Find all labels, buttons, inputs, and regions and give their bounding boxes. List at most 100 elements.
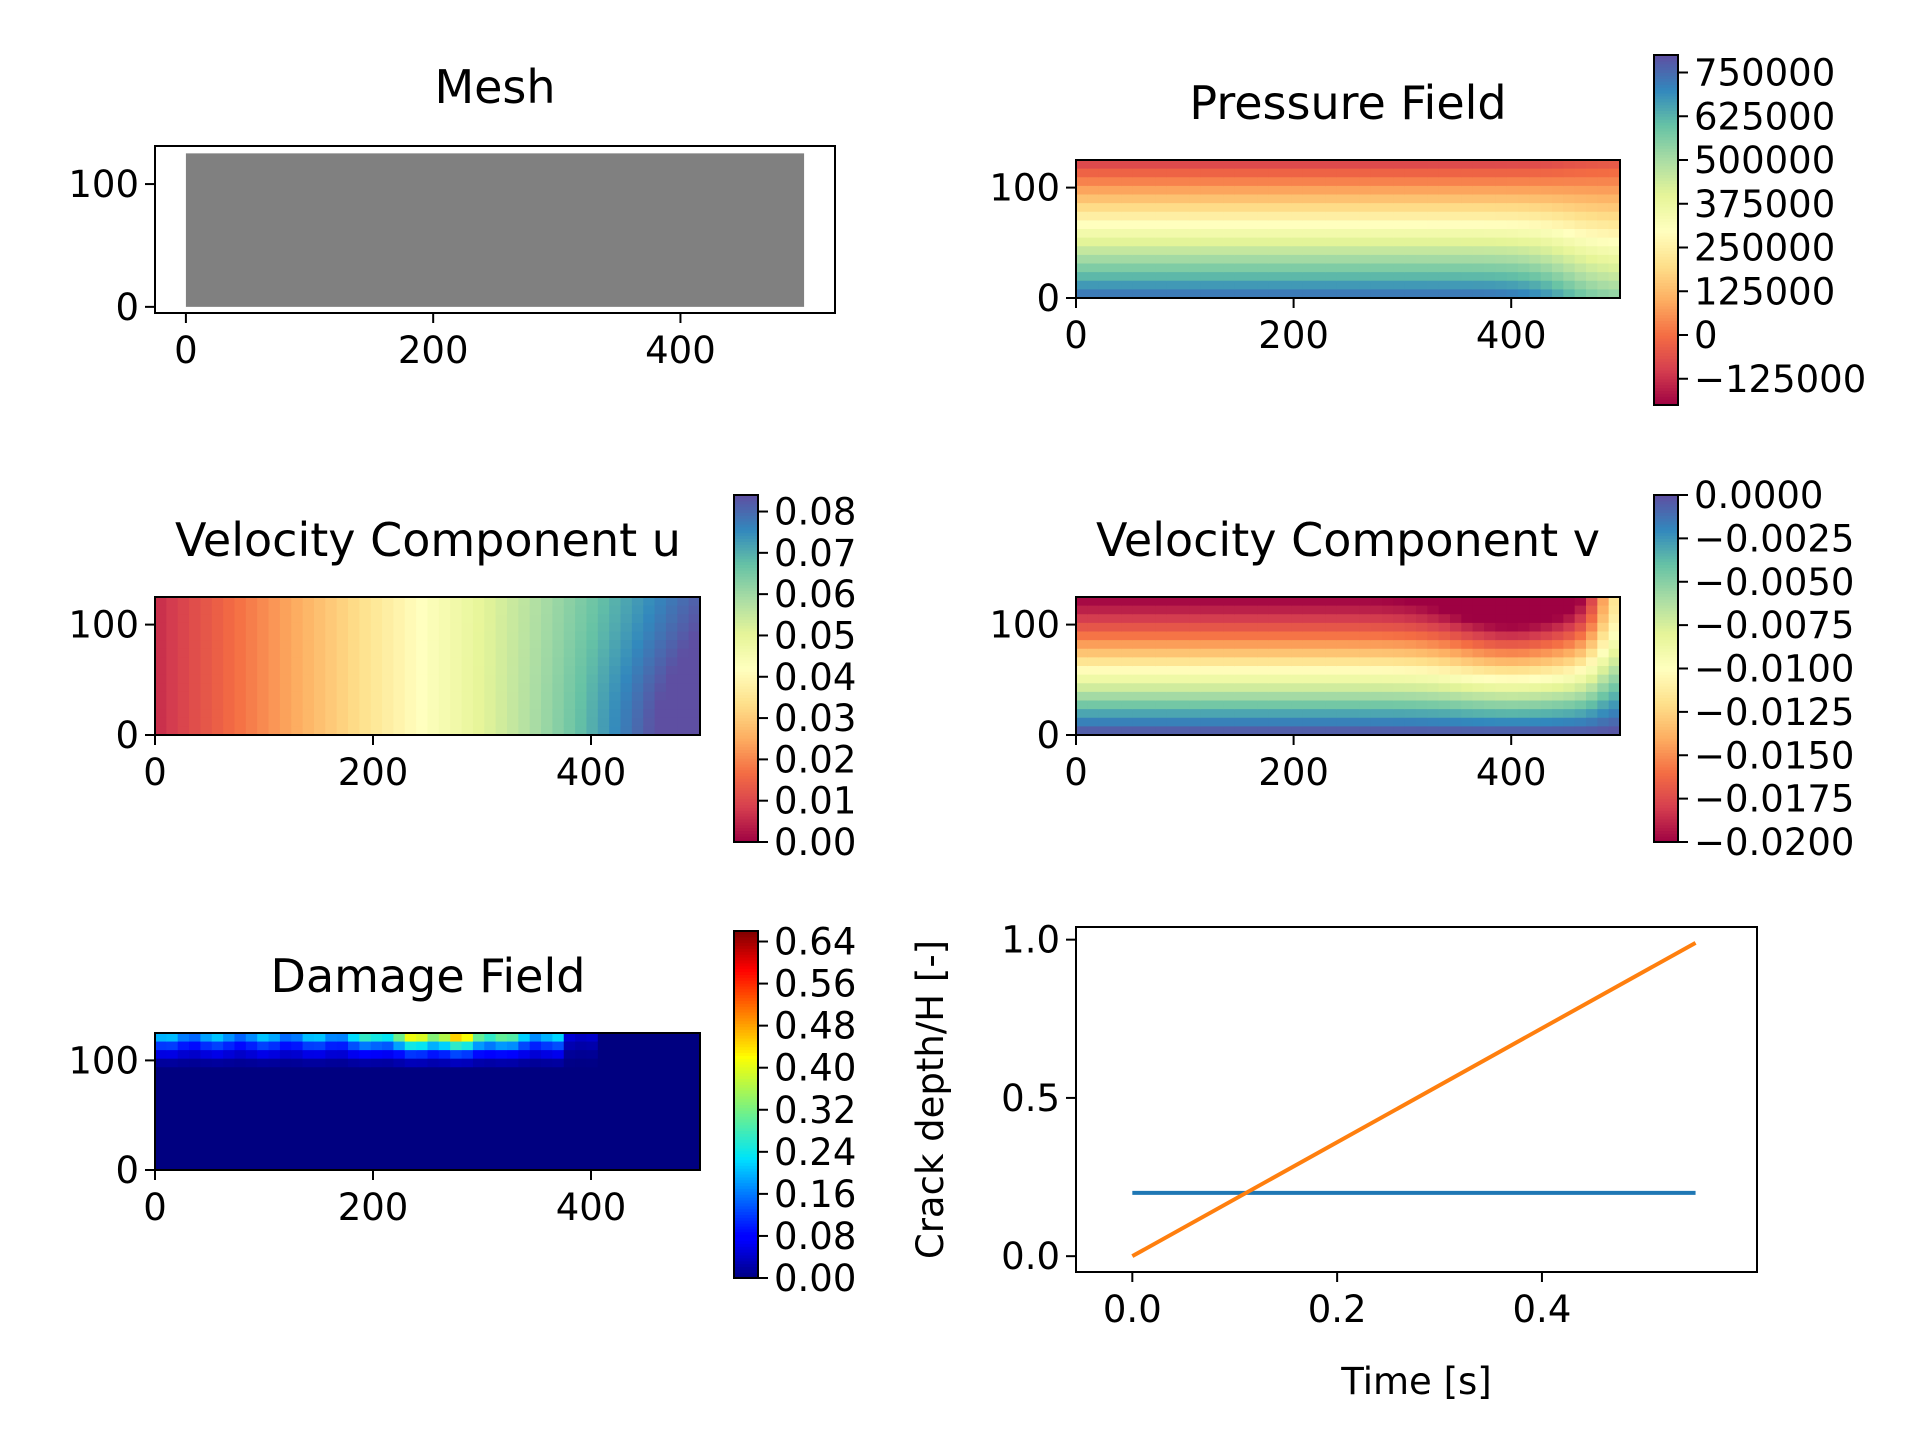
heatmap-cell [518,614,531,624]
heatmap-cell [245,1092,258,1103]
heatmap-cell [518,597,531,607]
heatmap-cell [1087,211,1100,222]
heatmap-cell [506,666,520,676]
heatmap-cell [1110,211,1123,222]
colorbar-cell [1654,133,1678,138]
heatmap-cell [155,691,168,702]
colorbar-cell [1654,682,1678,687]
heatmap-cell [1506,194,1519,204]
heatmap-cell [1166,203,1179,213]
heatmap-cell [291,1092,304,1103]
heatmap-cell [393,1041,406,1051]
colorbar-cell [1654,171,1678,176]
colorbar-cell [734,506,758,511]
heatmap-cell [348,597,361,607]
heatmap-cell [1178,168,1191,178]
heatmap-cell [1495,211,1508,222]
heatmap-cell [1121,614,1134,624]
colorbar-cell [734,1084,758,1088]
colorbar-cell [734,665,758,670]
heatmap-cell [1200,229,1213,239]
heatmap-cell [597,1118,610,1128]
heatmap-cell [677,1152,690,1163]
heatmap-cell [506,1058,520,1068]
axes-frame [1075,159,1621,299]
heatmap-cell [1506,657,1519,667]
heatmap-cell [1393,194,1406,204]
heatmap-cell [654,1152,667,1163]
colorbar-cell [734,535,758,539]
heatmap-cell [404,631,417,641]
heatmap-cell [472,1144,485,1154]
heatmap-cell [404,1135,417,1146]
colorbar-cell [734,1208,758,1213]
heatmap-cell [1212,726,1225,736]
heatmap-cell [1098,185,1111,196]
heatmap-cell [245,1075,258,1086]
heatmap-cell [1484,272,1497,282]
heatmap-cell [1223,263,1236,273]
heatmap-cell [1382,717,1395,728]
heatmap-cell [1212,237,1225,247]
heatmap-cell [609,1033,622,1043]
heatmap-cell [1450,177,1463,187]
heatmap-cell [450,1101,463,1111]
heatmap-cell [257,674,270,684]
heatmap-cell [654,1084,667,1094]
heatmap-cell [1359,160,1372,170]
heatmap-cell [438,1067,451,1077]
heatmap-cell [495,605,508,615]
heatmap-cell [416,1033,429,1043]
heatmap-cell [1597,229,1610,239]
heatmap-cell [1370,691,1383,702]
heatmap-cell [200,648,213,659]
heatmap-cell [1302,614,1315,624]
heatmap-cell [609,614,622,624]
heatmap-cell [382,1050,395,1060]
heatmap-cell [257,1127,270,1137]
heatmap-cell [1495,246,1508,256]
colorbar-cell [1654,273,1678,278]
heatmap-cell [586,1161,599,1171]
heatmap-cell [1348,717,1361,728]
heatmap-cell [416,1041,429,1051]
heatmap-cell [1518,237,1531,247]
heatmap-cell [1121,709,1134,719]
heatmap-cell [1461,220,1474,230]
heatmap-cell [313,1033,327,1043]
heatmap-cell [1495,648,1508,659]
heatmap-cell [518,1050,531,1060]
heatmap-cell [1166,605,1179,615]
heatmap-cell [1529,657,1542,667]
heatmap-cell [189,1058,202,1068]
heatmap-cell [1382,700,1395,710]
heatmap-cell [1461,605,1474,615]
heatmap-cell [268,657,281,667]
heatmap-cell [1246,726,1259,736]
heatmap-cell [1370,597,1383,607]
heatmap-cell [586,666,599,676]
heatmap-cell [1166,622,1179,633]
heatmap-cell [245,631,258,641]
heatmap-cell [575,717,588,728]
heatmap-cell [1166,717,1179,728]
heatmap-cell [450,1041,463,1051]
heatmap-cell [245,1041,258,1051]
colorbar-cell [734,1171,758,1175]
heatmap-cell [1382,185,1395,196]
heatmap-cell [393,1135,406,1146]
heatmap-cell [177,1033,190,1043]
heatmap-cell [1155,160,1168,170]
heatmap-cell [1506,648,1519,659]
colorbar-cell [1654,148,1678,152]
heatmap-cell [370,683,383,693]
heatmap-cell [654,726,667,736]
heatmap-cell [1121,597,1134,607]
heatmap-cell [1155,622,1168,633]
heatmap-cell [1200,246,1213,256]
heatmap-cell [1608,203,1621,213]
colorbar-tick-label: 0.06 [774,573,856,616]
heatmap-cell [1336,168,1349,178]
heatmap-cell [1608,185,1621,196]
heatmap-cell [1223,726,1236,736]
